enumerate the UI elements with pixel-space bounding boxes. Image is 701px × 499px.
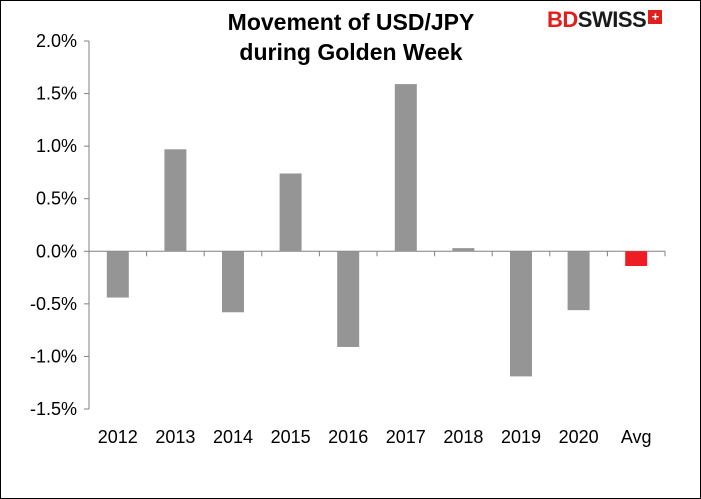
bars xyxy=(106,84,648,377)
x-tick-label: 2020 xyxy=(559,427,599,447)
bar-2013 xyxy=(164,149,187,252)
bar-2015 xyxy=(279,173,302,252)
logo-bd-text: BD xyxy=(547,7,578,32)
x-tick-label: 2019 xyxy=(501,427,541,447)
bar-2018 xyxy=(452,248,475,252)
bar-2016 xyxy=(337,251,360,347)
bar-Avg xyxy=(625,251,648,267)
x-tick-label: 2015 xyxy=(271,427,311,447)
logo-swiss-text: SWISS xyxy=(577,7,647,32)
y-tick-label: -1.0% xyxy=(30,346,77,366)
bar-2012 xyxy=(106,251,129,298)
x-tick-label: 2016 xyxy=(328,427,368,447)
bar-2020 xyxy=(567,251,590,311)
y-tick-label: -0.5% xyxy=(30,294,77,314)
x-tick-label: 2012 xyxy=(98,427,138,447)
chart-title: Movement of USD/JPY during Golden Week xyxy=(171,7,531,67)
x-tick-label: Avg xyxy=(621,427,652,447)
y-tick-label: 1.0% xyxy=(36,136,77,156)
y-tick-label: 2.0% xyxy=(36,31,77,51)
chart-title-line1: Movement of USD/JPY xyxy=(227,9,475,35)
x-tick-label: 2017 xyxy=(386,427,426,447)
bar-2014 xyxy=(222,251,244,313)
bar-2017 xyxy=(394,84,417,252)
axis-labels: 2.0% 1.5% 1.0% 0.5% 0.0% -0.5% -1.0% -1.5% 2012 2… xyxy=(30,31,652,447)
bar-2019 xyxy=(510,251,532,377)
x-tick-label: 2018 xyxy=(443,427,483,447)
y-tick-label: 0.0% xyxy=(36,241,77,261)
y-tick-label: 1.5% xyxy=(36,84,77,104)
y-tick-label: 0.5% xyxy=(36,189,77,209)
logo-plus-icon: + xyxy=(648,10,663,24)
chart-title-line2: during Golden Week xyxy=(239,39,463,65)
x-tick-label: 2014 xyxy=(213,427,253,447)
y-tick-label: -1.5% xyxy=(30,399,77,419)
bdswiss-logo: BD SWISS + xyxy=(547,7,663,33)
x-tick-label: 2013 xyxy=(155,427,195,447)
